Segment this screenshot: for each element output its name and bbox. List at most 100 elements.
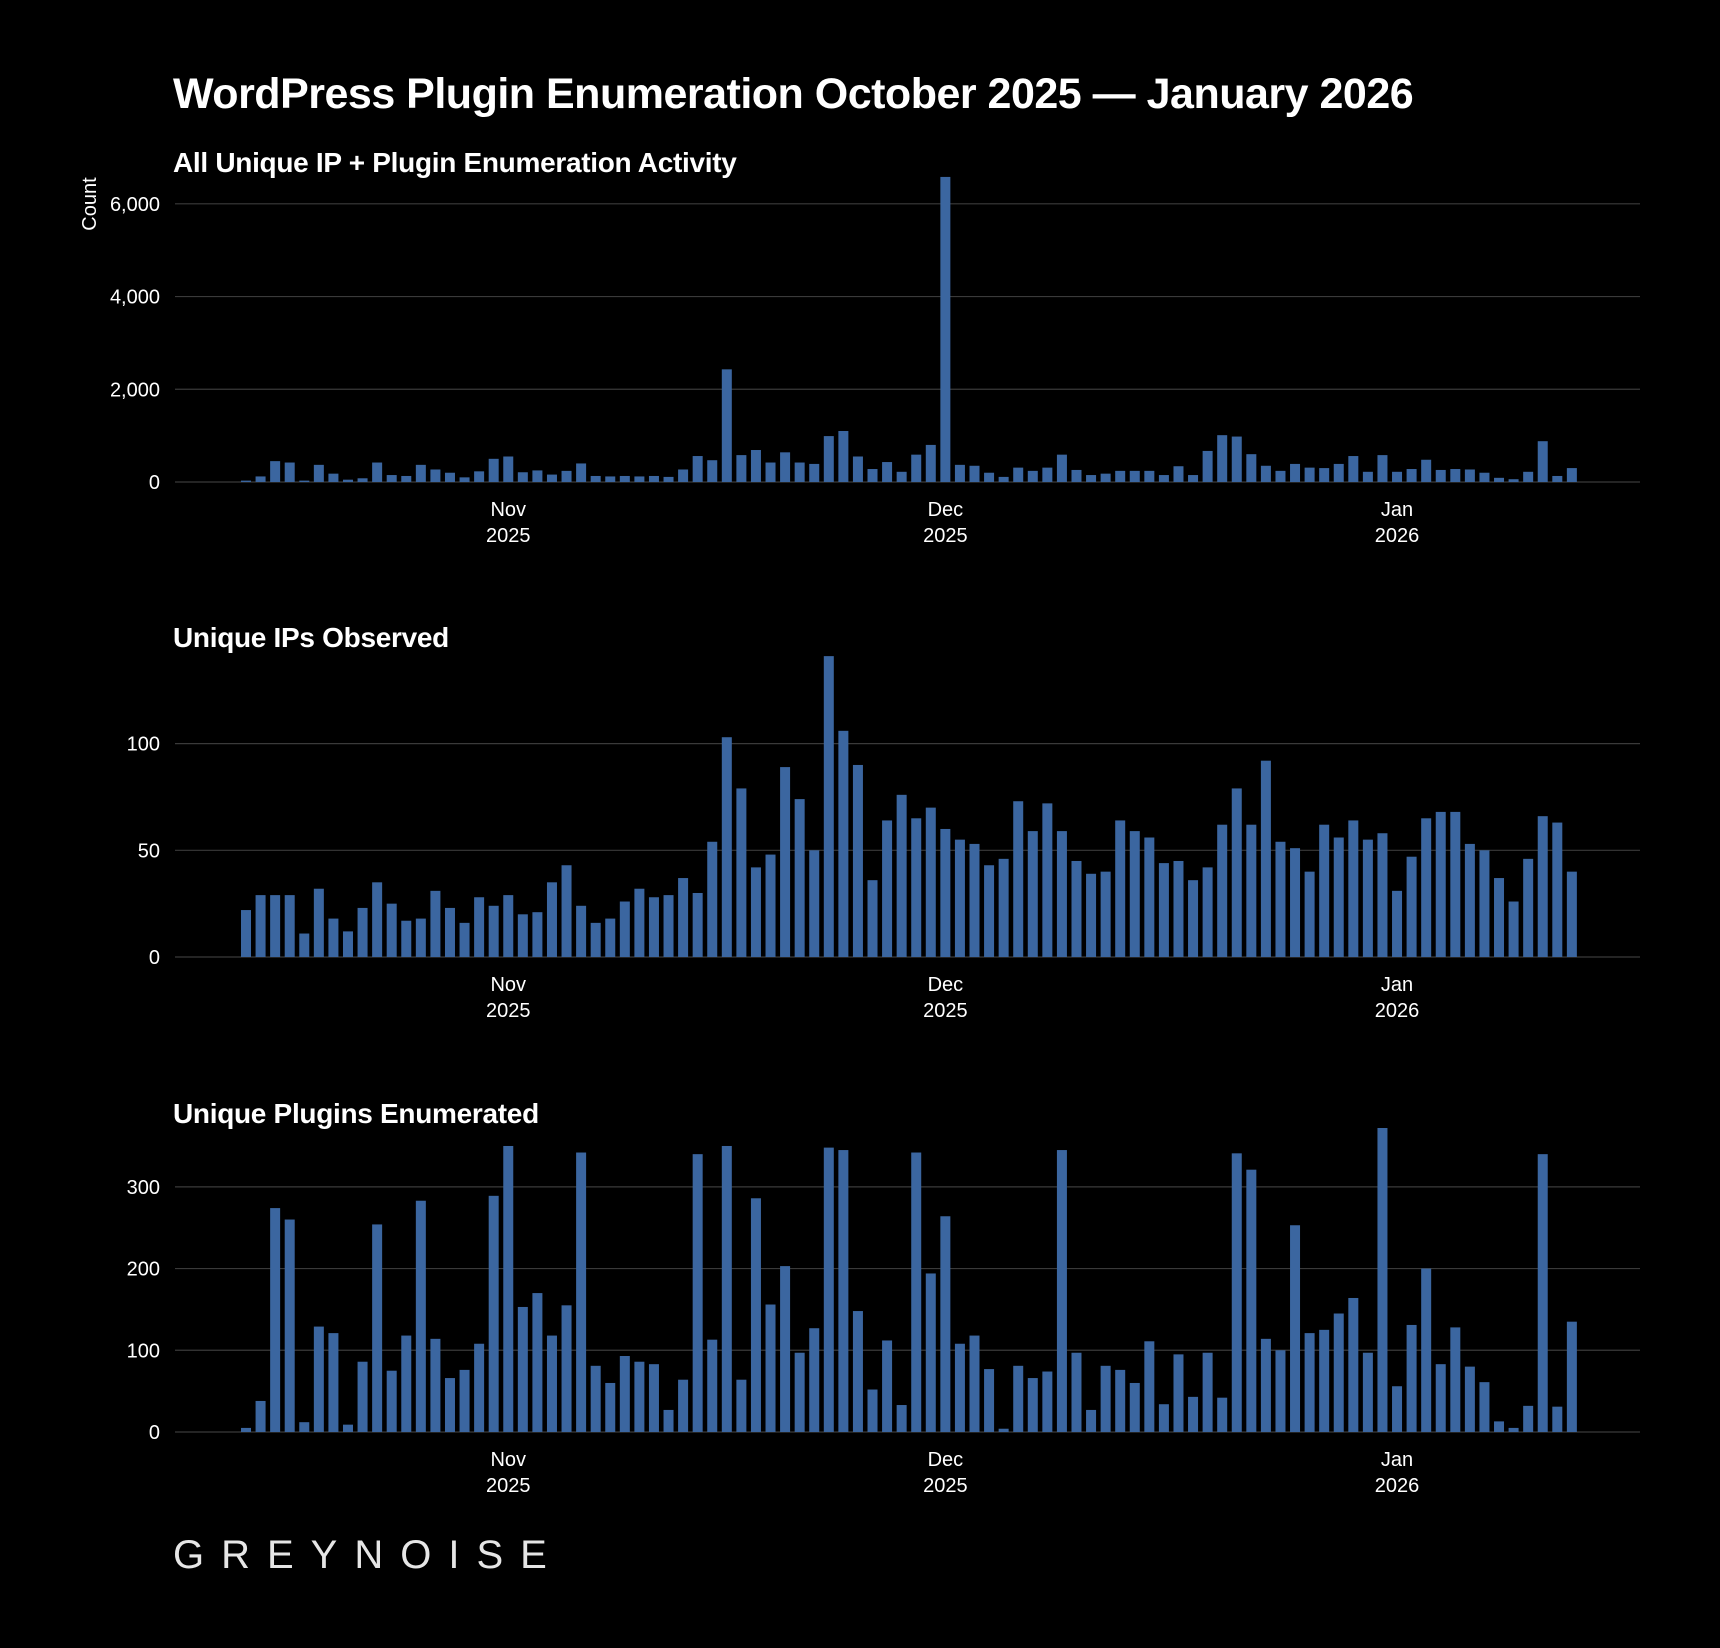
greynoise-logo: GREYNOISE [173, 1533, 564, 1577]
bar [1304, 1333, 1315, 1432]
bar [1537, 816, 1548, 957]
bar [1086, 1409, 1097, 1432]
bar [474, 897, 485, 957]
bar [328, 473, 339, 482]
bar [794, 799, 805, 957]
bar [911, 818, 922, 957]
bar [809, 850, 820, 957]
bar [444, 472, 455, 482]
bar [1552, 475, 1563, 482]
bar [867, 880, 878, 957]
bar [1027, 470, 1038, 482]
bar [1450, 469, 1461, 482]
bar [1319, 468, 1330, 482]
bar [1202, 867, 1213, 957]
bar [1304, 871, 1315, 957]
bar [954, 839, 965, 957]
bar [270, 461, 281, 482]
bar [1158, 863, 1169, 957]
bar [1188, 880, 1199, 957]
bar [1435, 811, 1446, 957]
x-tick-year: 2025 [923, 1475, 968, 1497]
bar [750, 450, 761, 482]
bar [1202, 1352, 1213, 1432]
bar [1027, 831, 1038, 957]
y-tick-label: 300 [127, 1177, 160, 1199]
bar [357, 478, 368, 482]
bar [430, 469, 441, 482]
bar [1435, 469, 1446, 482]
bar [648, 1364, 659, 1432]
bar [663, 895, 674, 957]
bar [1552, 1406, 1563, 1432]
bar [1566, 1321, 1577, 1432]
bar [780, 1266, 791, 1432]
bar [1100, 871, 1111, 957]
bar [474, 1343, 485, 1432]
bar [1392, 890, 1403, 957]
bar [1071, 1352, 1082, 1432]
x-tick-month: Dec [928, 499, 964, 521]
bar [1406, 856, 1417, 957]
bar [546, 474, 557, 482]
bar [619, 475, 630, 482]
bar [940, 176, 951, 482]
bar [809, 1328, 820, 1432]
bar [1479, 1382, 1490, 1432]
bar [386, 475, 397, 482]
bar [736, 788, 747, 957]
bar [503, 895, 514, 957]
bar [692, 892, 703, 957]
bar [1158, 1404, 1169, 1432]
bar [1217, 1397, 1228, 1432]
bar [1260, 465, 1271, 482]
bar [1173, 1354, 1184, 1432]
bar [809, 463, 820, 482]
bar [532, 470, 543, 482]
bar [1290, 1225, 1301, 1432]
page-title: WordPress Plugin Enumeration October 202… [173, 70, 1414, 118]
bar [1348, 1297, 1359, 1432]
bar [1056, 454, 1067, 482]
bar [444, 907, 455, 957]
bar [925, 807, 936, 957]
bar [954, 464, 965, 482]
bar [284, 1219, 295, 1432]
bar [1508, 1427, 1519, 1432]
bar [1013, 467, 1024, 482]
bar [1246, 824, 1257, 957]
bar [823, 656, 834, 957]
bar [838, 1150, 849, 1432]
bar [1129, 831, 1140, 957]
bar [1129, 470, 1140, 482]
bar [852, 456, 863, 482]
bar [1494, 878, 1505, 957]
bar [401, 920, 412, 957]
bar [750, 867, 761, 957]
bar [1348, 820, 1359, 957]
y-tick-label: 50 [138, 840, 160, 862]
bar [517, 1306, 528, 1432]
bar [1464, 843, 1475, 957]
bar [1231, 436, 1242, 482]
bar [270, 1208, 281, 1432]
bar [576, 905, 587, 957]
bar [1421, 1268, 1432, 1432]
bar [969, 465, 980, 482]
bar [1115, 820, 1126, 957]
bar [882, 820, 893, 957]
bar [590, 475, 601, 482]
chart-3-title: Unique Plugins Enumerated [173, 1098, 539, 1129]
bar [328, 1333, 339, 1432]
bar [823, 1147, 834, 1432]
bar [1319, 824, 1330, 957]
bar [1100, 1365, 1111, 1432]
bar [1479, 850, 1490, 957]
bar [1479, 472, 1490, 482]
bar [1435, 1364, 1446, 1432]
bar [1362, 471, 1373, 482]
bar [678, 469, 689, 482]
bar [459, 477, 470, 482]
bar [459, 1369, 470, 1432]
